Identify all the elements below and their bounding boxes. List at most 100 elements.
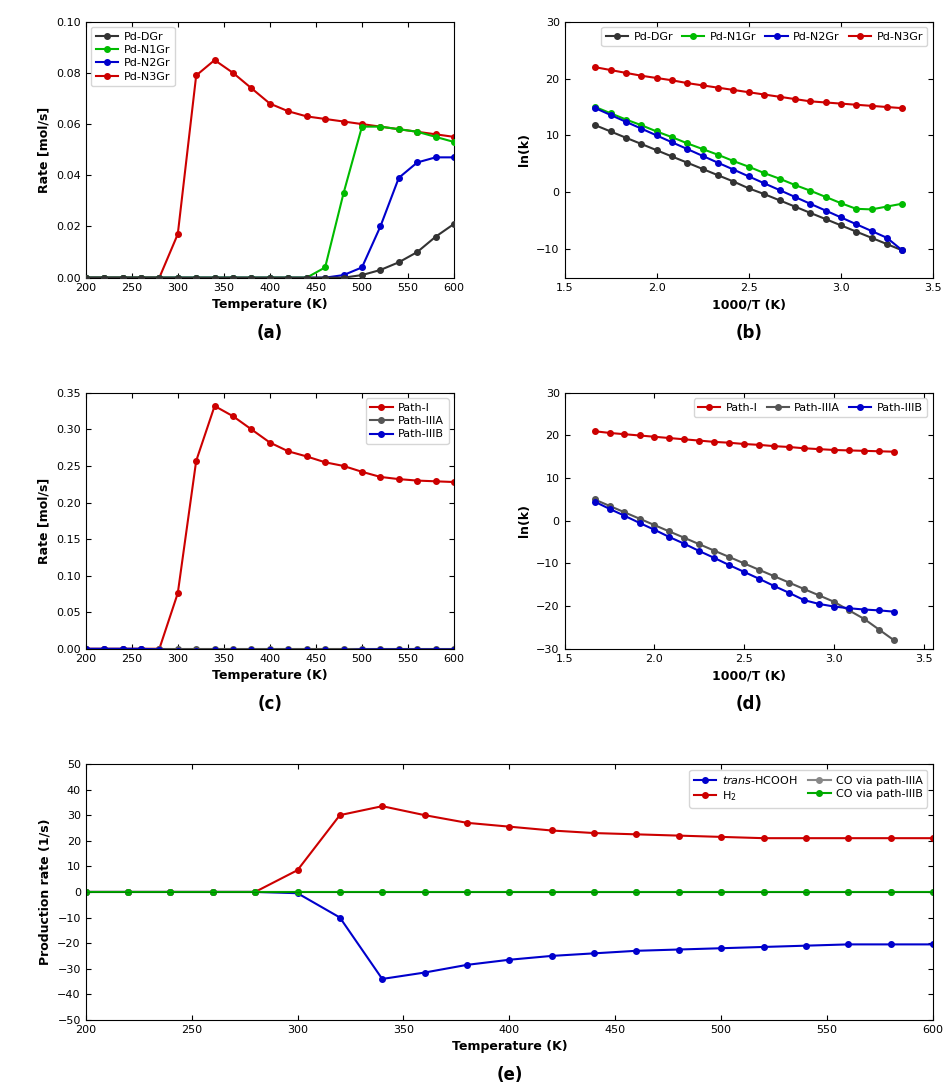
Path-I [338,459,349,472]
Path-I [783,441,795,454]
Path-IIIB [828,600,840,613]
Path-IIIB [724,559,735,572]
Path-IIIA [264,642,275,655]
Line: Pd-N3Gr: Pd-N3Gr [592,64,905,111]
CO via path-IIIB [843,885,854,898]
Path-I [634,429,645,442]
$\it{trans}$-HCOOH [249,885,261,898]
Pd-N1Gr [283,271,294,284]
Pd-N2Gr [80,271,91,284]
Pd-N2Gr [897,244,908,257]
Pd-N2Gr [727,163,739,176]
Path-IIIB [320,643,331,656]
Pd-N3Gr [283,105,294,118]
Path-I [888,445,900,458]
Path-IIIB [98,642,109,655]
Path-I [430,475,442,488]
Path-IIIB [228,643,239,656]
Pd-N1Gr [835,196,846,209]
Pd-N1Gr [153,271,165,284]
Path-IIIA [604,499,615,512]
Path-IIIA [859,612,870,625]
Path-IIIA [708,545,720,558]
Path-I [301,450,312,463]
Line: CO via path-IIIB: CO via path-IIIB [83,889,936,895]
Line: Pd-N1Gr: Pd-N1Gr [83,124,457,280]
Pd-N1Gr [850,202,862,215]
Path-IIIA [135,642,147,655]
Path-IIIB [648,523,660,536]
Pd-N1Gr [228,271,239,284]
Line: H$_2$: H$_2$ [83,803,936,895]
Path-I [664,432,675,445]
Pd-N1Gr [697,142,708,155]
H$_2$ [80,885,91,898]
Pd-N2Gr [98,271,109,284]
Pd-DGr [866,231,878,244]
Line: Path-IIIB: Path-IIIB [592,499,897,614]
Path-IIIA [320,642,331,655]
Pd-N1Gr [135,271,147,284]
Pd-DGr [835,219,846,232]
Pd-N2Gr [430,151,442,164]
Pd-N3Gr [712,81,724,94]
Path-IIIB [843,602,855,615]
Pd-N3Gr [759,88,770,101]
Legend: Pd-DGr, Pd-N1Gr, Pd-N2Gr, Pd-N3Gr: Pd-DGr, Pd-N1Gr, Pd-N2Gr, Pd-N3Gr [602,27,927,47]
X-axis label: Temperature (K): Temperature (K) [212,298,327,311]
Path-IIIA [208,642,220,655]
Path-IIIA [768,570,780,583]
Pd-DGr [430,230,442,243]
Line: Path-IIIB: Path-IIIB [83,646,457,654]
Pd-N2Gr [682,142,693,155]
CO via path-IIIA [165,885,176,898]
CO via path-IIIA [716,885,727,898]
Pd-N1Gr [605,106,616,119]
Path-IIIA [448,642,460,655]
H$_2$ [165,885,176,898]
Pd-N1Gr [117,271,129,284]
Pd-N3Gr [448,130,460,143]
Pd-N1Gr [80,271,91,284]
Pd-N2Gr [246,271,257,284]
Pd-N2Gr [744,170,755,183]
Pd-DGr [727,175,739,188]
Pd-N3Gr [835,97,846,110]
Path-I [208,399,220,412]
H$_2$ [673,829,684,842]
Path-IIIB [301,643,312,656]
Pd-N1Gr [448,136,460,149]
Path-I [172,587,184,600]
Pd-N2Gr [882,231,893,244]
Path-IIIA [589,493,601,506]
$\it{trans}$-HCOOH [377,972,388,985]
Pd-DGr [697,163,708,176]
CO via path-IIIB [334,885,346,898]
$\it{trans}$-HCOOH [80,885,91,898]
$\it{trans}$-HCOOH [334,911,346,924]
Path-IIIB [814,598,825,611]
Path-IIIA [301,642,312,655]
Path-IIIB [264,643,275,656]
Legend: Path-I, Path-IIIA, Path-IIIB: Path-I, Path-IIIA, Path-IIIB [366,398,448,444]
CO via path-IIIA [843,885,854,898]
Path-I [648,431,660,444]
Pd-N1Gr [393,123,405,136]
Path-I [859,445,870,458]
Pd-DGr [393,256,405,269]
Pd-DGr [172,271,184,284]
Pd-DGr [208,271,220,284]
H$_2$ [631,828,643,841]
CO via path-IIIA [546,885,558,898]
Path-IIIB [739,565,750,578]
CO via path-IIIA [123,885,134,898]
Pd-DGr [98,271,109,284]
Path-IIIA [356,642,367,655]
Y-axis label: Rate [mol/s]: Rate [mol/s] [37,477,50,564]
CO via path-IIIA [291,885,303,898]
Path-IIIA [619,506,630,519]
Pd-N1Gr [246,271,257,284]
Path-I [753,438,764,451]
Pd-N3Gr [393,123,405,136]
Path-IIIB [135,642,147,655]
